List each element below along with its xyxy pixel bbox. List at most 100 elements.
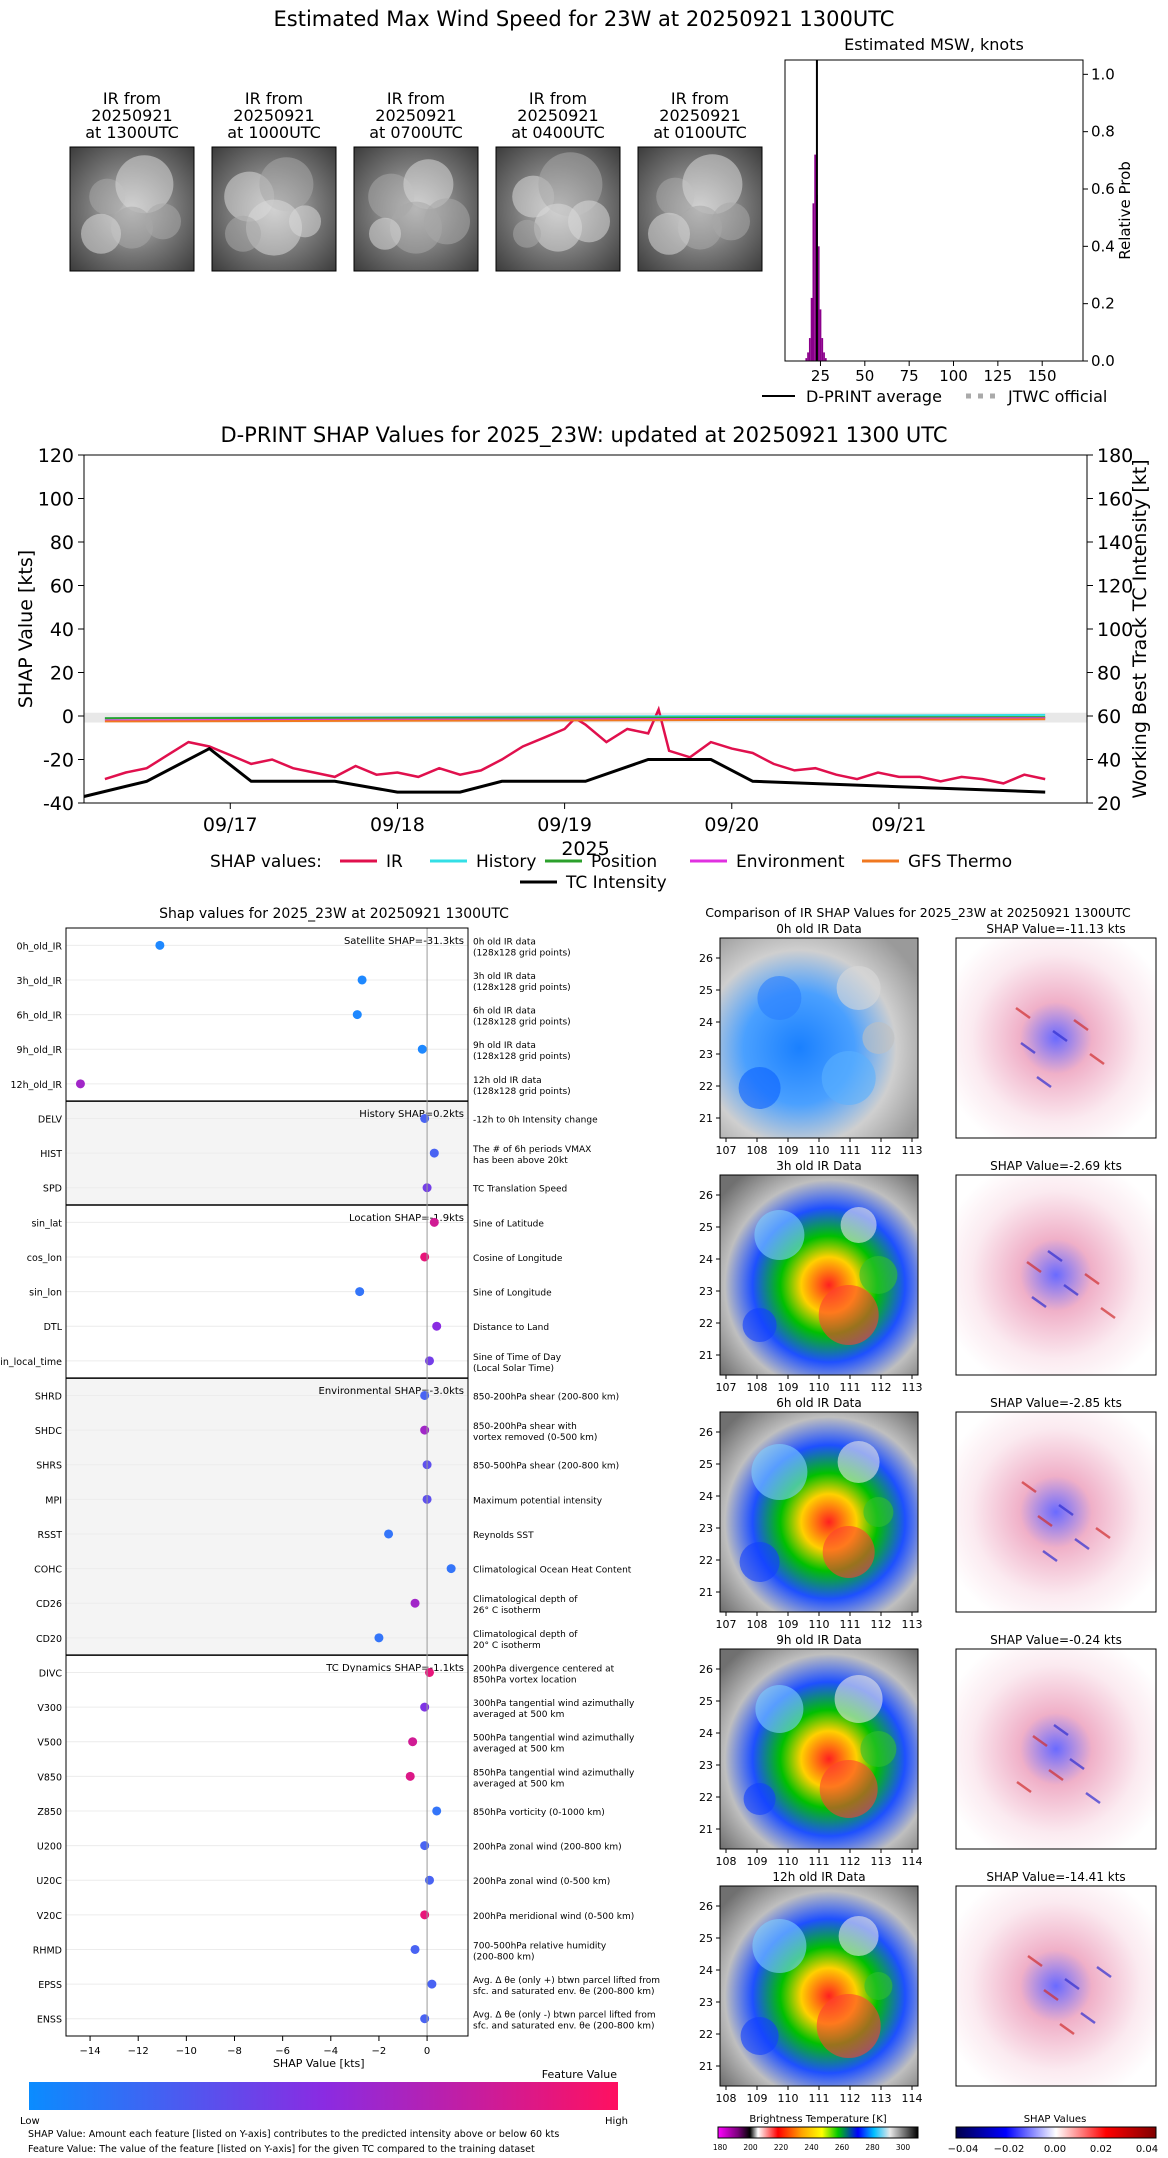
ts-x-tick-label: 09/20 xyxy=(704,814,759,836)
feature-shap-point xyxy=(374,1633,384,1643)
ir-x-tick-label: 111 xyxy=(809,2092,830,2105)
feature-shap-point xyxy=(357,975,367,985)
ts-y2-tick-label: 60 xyxy=(1097,706,1121,728)
ir-x-tick-label: 110 xyxy=(809,1381,830,1394)
ir-x-tick-label: 114 xyxy=(902,1855,923,1868)
shap-heatmap-streak xyxy=(1020,1041,1036,1055)
ir-panel-title: 6h old IR Data xyxy=(776,1396,862,1410)
msw-y-tick-label: 0.4 xyxy=(1091,237,1115,255)
feature-description: 850hPa vorticity (0-1000 km) xyxy=(473,1808,605,1818)
group-label: Satellite SHAP=-31.3kts xyxy=(344,936,464,947)
shap-heatmap-streak xyxy=(1095,1526,1111,1540)
feat-x-axis-label: SHAP Value [kts] xyxy=(273,2057,365,2070)
ir-x-tick-label: 112 xyxy=(871,1381,892,1394)
feature-name-label: 3h_old_IR xyxy=(17,976,63,987)
feature-shap-point xyxy=(432,1806,442,1816)
shap-heatmap-streak xyxy=(1059,2022,1075,2036)
legend-label-gfs-thermo: GFS Thermo xyxy=(908,852,1012,872)
ir-x-tick-label: 113 xyxy=(902,1144,923,1157)
feature-description: 200hPa zonal wind (200-800 km) xyxy=(473,1843,622,1853)
shap-heatmap-streak xyxy=(1053,1723,1069,1737)
msw-bar xyxy=(819,309,822,361)
shap-panel-title: SHAP Value=-0.24 kts xyxy=(990,1633,1122,1647)
thumbnail-title-line2: 20250921 xyxy=(659,106,740,125)
ir-x-tick-label: 111 xyxy=(809,1855,830,1868)
feature-shap-point xyxy=(420,1910,430,1920)
feature-description: 850-200hPa shear with xyxy=(473,1422,577,1432)
ir-y-tick-label: 23 xyxy=(699,1048,713,1061)
shap-heatmap-streak xyxy=(1047,1249,1063,1263)
ir-thumbnail-cloud xyxy=(424,198,470,245)
ir-thumbnail-cloud xyxy=(712,202,750,241)
shap-heatmap-streak xyxy=(1085,1791,1101,1805)
shap-heatmap-streak xyxy=(1021,1480,1037,1494)
ir-data-cloud xyxy=(819,1760,878,1818)
feature-shap-point xyxy=(446,1564,456,1574)
ir-thumbnail-cloud xyxy=(81,213,121,254)
feat-x-tick-label: −14 xyxy=(80,2046,101,2057)
ir-thumbnail-cloud xyxy=(115,155,174,214)
shap-heatmap-streak xyxy=(1069,1757,1085,1771)
feature-shap-point xyxy=(420,1425,430,1435)
ir-thumbnail-cloud xyxy=(568,200,610,243)
feature-name-label: sin_lat xyxy=(31,1218,62,1229)
legend-dprint-label: D-PRINT average xyxy=(806,387,942,406)
feature-name-label: U200 xyxy=(37,1842,62,1853)
thumbnail-title-line2: 20250921 xyxy=(91,106,172,125)
thumbnail-title-line3: at 0700UTC xyxy=(369,123,463,142)
ir-y-tick-label: 25 xyxy=(699,1932,713,1945)
ir-data-cloud xyxy=(822,1526,875,1578)
feature-shap-point xyxy=(405,1771,415,1781)
ir-y-tick-label: 21 xyxy=(699,1112,713,1125)
legend-label-position: Position xyxy=(591,852,657,872)
shap-heatmap-streak xyxy=(1064,1977,1080,1991)
ir-thumbnail-cloud xyxy=(538,152,603,217)
feature-description: Sine of Longitude xyxy=(473,1289,552,1299)
feature-description: TC Translation Speed xyxy=(472,1185,567,1195)
feature-name-label: SHDC xyxy=(35,1426,62,1437)
ir-y-tick-label: 21 xyxy=(699,1586,713,1599)
ir-y-tick-label: 21 xyxy=(699,2060,713,2073)
legend-prefix: SHAP values: xyxy=(210,852,322,872)
shap-colorbar-tick: −0.02 xyxy=(994,2144,1025,2155)
shap-heatmap-streak xyxy=(1016,1780,1032,1794)
ts-y-tick-label: 40 xyxy=(50,619,74,641)
msw-x-tick-label: 75 xyxy=(900,367,919,385)
feature-description: Climatological Ocean Heat Content xyxy=(473,1566,632,1576)
feature-name-label: HIST xyxy=(40,1149,62,1160)
feature-name-label: cos_lon xyxy=(27,1253,62,1264)
feature-description: Maximum potential intensity xyxy=(473,1496,603,1506)
feature-shap-point xyxy=(424,1667,434,1677)
ir-y-tick-label: 25 xyxy=(699,1458,713,1471)
feature-shap-point xyxy=(417,1044,427,1054)
bt-colorbar-tick: 180 xyxy=(713,2143,728,2152)
feature-name-label: CD20 xyxy=(36,1634,62,1645)
ir-panel-title: 12h old IR Data xyxy=(772,1870,865,1884)
ir-data-cloud xyxy=(834,1675,883,1723)
thumbnail-title-line3: at 0100UTC xyxy=(653,123,747,142)
feature-name-label: 9h_old_IR xyxy=(17,1045,63,1056)
shap-heatmap-streak xyxy=(1048,1768,1064,1782)
ir-data-cloud xyxy=(836,966,881,1010)
ir-y-tick-label: 21 xyxy=(699,1349,713,1362)
feat-x-tick-label: −8 xyxy=(227,2046,242,2057)
shap-panel-title: SHAP Value=-2.85 kts xyxy=(990,1396,1122,1410)
feature-name-label: U20C xyxy=(36,1876,62,1887)
feature-name-label: sin_local_time xyxy=(0,1357,62,1368)
ir-y-tick-label: 26 xyxy=(699,1663,713,1676)
msw-bar xyxy=(821,338,824,361)
msw-bar xyxy=(814,154,817,361)
feature-name-label: SHRD xyxy=(35,1391,62,1402)
shap-heatmap-streak xyxy=(1042,1549,1058,1563)
ir-x-tick-label: 113 xyxy=(902,1618,923,1631)
ir-x-tick-label: 109 xyxy=(747,2092,768,2105)
msw-y-axis-label: Relative Prob xyxy=(1116,161,1134,260)
feature-name-label: 0h_old_IR xyxy=(17,941,63,952)
ts-y-tick-label: -20 xyxy=(43,750,74,772)
feature-description: 20° C isotherm xyxy=(473,1641,541,1651)
feature-description: 500hPa tangential wind azimuthally xyxy=(473,1734,635,1744)
ir-x-tick-label: 110 xyxy=(809,1618,830,1631)
shap-colorbar-tick: 0.04 xyxy=(1136,2144,1158,2155)
feature-name-label: 6h_old_IR xyxy=(17,1011,63,1022)
